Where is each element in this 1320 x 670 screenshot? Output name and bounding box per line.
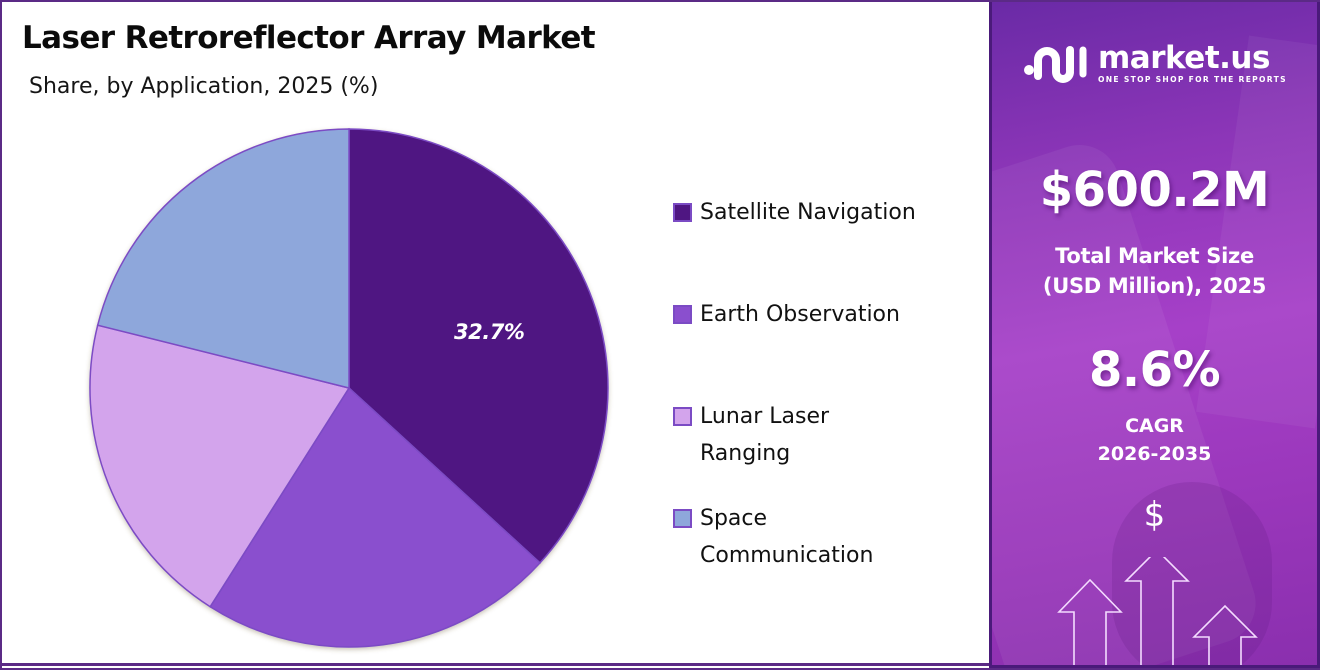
legend-swatch	[673, 203, 692, 222]
market-size-value: $600.2M	[1039, 162, 1270, 218]
legend-item-satellite-navigation: Satellite Navigation	[673, 197, 973, 231]
cagr-period: 2026-2035	[1097, 443, 1212, 465]
pie-slice-space-communication	[96, 128, 350, 389]
background-decoration	[1112, 482, 1272, 665]
market-size-label-line1: Total Market Size	[1055, 244, 1254, 268]
brand-logo: market.us ONE STOP SHOP FOR THE REPORTS	[1022, 40, 1287, 86]
market-us-logo-icon	[1024, 46, 1087, 83]
legend-item-lunar-laser-ranging: Lunar Laser Ranging	[673, 401, 973, 472]
legend-item-earth-observation: Earth Observation	[673, 299, 973, 333]
market-size-label-line2: (USD Million), 2025	[1042, 274, 1267, 298]
legend-label: Space Communication	[700, 506, 874, 568]
growth-arrows-icon	[1057, 557, 1258, 665]
legend-label: Earth Observation	[700, 302, 900, 327]
chart-panel: Laser Retroreflector Array Market Share,…	[2, 2, 989, 666]
pie-slice-earth-observation	[209, 386, 542, 648]
legend-label: Lunar Laser Ranging	[700, 404, 830, 466]
legend-swatch	[673, 509, 692, 528]
summary-sidebar: market.us ONE STOP SHOP FOR THE REPORTS …	[989, 2, 1320, 668]
pie-slice-satellite-navigation	[348, 128, 609, 564]
chart-title: Laser Retroreflector Array Market	[22, 20, 596, 56]
dollar-icon: $	[1143, 495, 1166, 535]
cagr-value: 8.6%	[1088, 342, 1221, 398]
pie-slice-lunar-laser-ranging	[89, 324, 351, 608]
legend-item-space-communication: Space Communication	[673, 503, 973, 574]
legend-swatch	[673, 407, 692, 426]
legend-label: Satellite Navigation	[700, 200, 916, 225]
legend-swatch	[673, 305, 692, 324]
brand-name: market.us	[1098, 40, 1270, 76]
pie-chart	[89, 128, 609, 648]
cagr-label: CAGR	[1125, 415, 1184, 437]
chart-subtitle: Share, by Application, 2025 (%)	[29, 74, 379, 99]
pie-data-label-satellite-navigation: 32.7%	[454, 320, 525, 344]
brand-tagline: ONE STOP SHOP FOR THE REPORTS	[1098, 75, 1287, 84]
